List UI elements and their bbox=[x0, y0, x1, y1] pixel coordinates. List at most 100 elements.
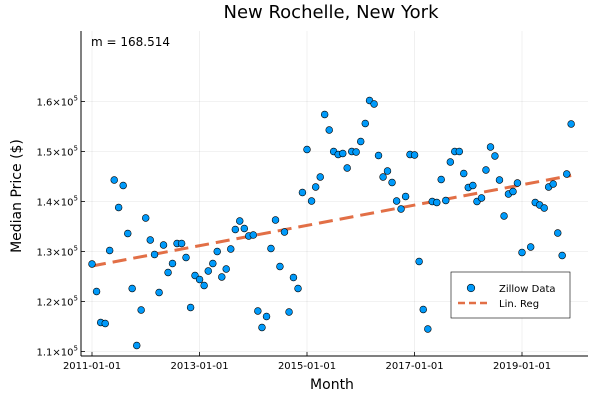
data-point bbox=[370, 100, 378, 108]
regression-line bbox=[91, 174, 572, 268]
y-tick-base: 1.5×10 bbox=[37, 148, 74, 159]
data-point bbox=[128, 284, 136, 293]
data-point bbox=[101, 319, 109, 328]
data-point bbox=[142, 214, 150, 222]
data-point bbox=[280, 228, 289, 236]
legend-label-lin-reg: Lin. Reg bbox=[499, 299, 539, 310]
data-point bbox=[289, 273, 298, 282]
data-point bbox=[110, 176, 118, 184]
y-tick-base: 1.3×10 bbox=[37, 248, 74, 259]
data-point bbox=[526, 243, 535, 251]
data-point bbox=[236, 217, 244, 225]
data-point bbox=[119, 181, 127, 190]
x-tick-label: 2019-01-01 bbox=[493, 361, 551, 372]
data-point bbox=[549, 180, 557, 188]
data-point bbox=[455, 147, 464, 156]
data-point bbox=[133, 341, 141, 350]
data-point bbox=[227, 245, 235, 253]
data-point bbox=[433, 198, 441, 207]
data-point bbox=[231, 225, 240, 234]
x-tick-label: 2013-01-01 bbox=[171, 361, 229, 372]
data-point bbox=[325, 126, 333, 134]
y-tick-base: 1.2×10 bbox=[37, 298, 74, 309]
y-tick-base: 1.6×10 bbox=[37, 98, 74, 109]
data-point bbox=[320, 110, 329, 119]
data-point bbox=[222, 265, 230, 273]
data-point bbox=[271, 216, 280, 224]
data-point bbox=[388, 178, 396, 187]
data-point bbox=[213, 247, 221, 256]
data-point bbox=[415, 257, 423, 266]
data-point bbox=[303, 145, 311, 154]
data-point bbox=[374, 151, 383, 160]
y-tick-label: 1.1×105 bbox=[37, 345, 78, 359]
y-tick-label: 1.5×105 bbox=[37, 145, 78, 159]
data-point bbox=[155, 288, 163, 297]
chart-title: New Rochelle, New York bbox=[223, 2, 439, 23]
data-point bbox=[186, 303, 195, 312]
data-point bbox=[146, 236, 154, 244]
data-point bbox=[105, 246, 114, 255]
data-point bbox=[446, 158, 455, 166]
data-point bbox=[383, 167, 392, 175]
y-tick-exponent: 5 bbox=[74, 95, 78, 103]
data-point bbox=[419, 305, 427, 314]
legend-box bbox=[450, 271, 571, 319]
data-point bbox=[482, 166, 490, 174]
y-tick-exponent: 5 bbox=[74, 345, 78, 353]
data-point bbox=[392, 197, 401, 205]
data-point bbox=[513, 179, 522, 187]
y-tick-base: 1.4×10 bbox=[37, 198, 74, 209]
y-tick-label: 1.3×105 bbox=[37, 245, 78, 259]
data-point bbox=[124, 229, 132, 238]
data-points-layer bbox=[88, 96, 575, 350]
data-point bbox=[518, 248, 526, 257]
data-point bbox=[182, 253, 190, 262]
data-point bbox=[209, 259, 217, 268]
data-point bbox=[92, 287, 101, 296]
data-point bbox=[114, 203, 123, 212]
data-point bbox=[307, 197, 316, 205]
data-point bbox=[500, 212, 508, 220]
data-point bbox=[249, 231, 257, 239]
y-axis-title: Median Price ($) bbox=[9, 139, 25, 253]
data-point bbox=[254, 307, 262, 315]
data-point bbox=[177, 239, 186, 248]
data-point bbox=[240, 224, 249, 233]
y-axis-ticks: 1.1×1051.2×1051.3×1051.4×1051.5×1051.6×1… bbox=[37, 95, 85, 359]
legend: Zillow Data Lin. Reg bbox=[450, 271, 571, 319]
data-point bbox=[316, 173, 324, 181]
data-point bbox=[276, 262, 284, 271]
legend-marker-zillow-data bbox=[466, 283, 476, 293]
data-point bbox=[204, 267, 212, 275]
data-point bbox=[509, 187, 517, 196]
x-tick-label: 2017-01-01 bbox=[386, 361, 444, 372]
data-point bbox=[311, 183, 320, 191]
y-tick-exponent: 5 bbox=[74, 145, 78, 153]
y-tick-exponent: 5 bbox=[74, 195, 78, 203]
y-tick-label: 1.2×105 bbox=[37, 295, 78, 309]
data-point bbox=[469, 181, 477, 190]
x-axis-ticks: 2011-01-01 2013-01-01 2015-01-01 2017-01-01… bbox=[63, 352, 551, 372]
data-point bbox=[558, 251, 566, 260]
data-point bbox=[424, 325, 432, 333]
data-point bbox=[137, 306, 145, 314]
data-point bbox=[150, 250, 159, 259]
data-point bbox=[159, 241, 168, 249]
data-point bbox=[343, 164, 351, 172]
data-point bbox=[410, 151, 419, 159]
data-point bbox=[88, 260, 96, 268]
data-point bbox=[361, 119, 369, 128]
y-tick-label: 1.4×105 bbox=[37, 195, 78, 209]
data-point bbox=[567, 120, 575, 128]
grid bbox=[81, 31, 588, 356]
legend-label-zillow-data: Zillow Data bbox=[499, 284, 556, 295]
data-point bbox=[164, 268, 172, 277]
regression-line-layer bbox=[91, 174, 572, 268]
data-point bbox=[397, 205, 405, 213]
data-point bbox=[262, 312, 271, 321]
y-tick-exponent: 5 bbox=[74, 295, 78, 303]
data-point bbox=[554, 229, 562, 237]
data-point bbox=[357, 137, 365, 146]
